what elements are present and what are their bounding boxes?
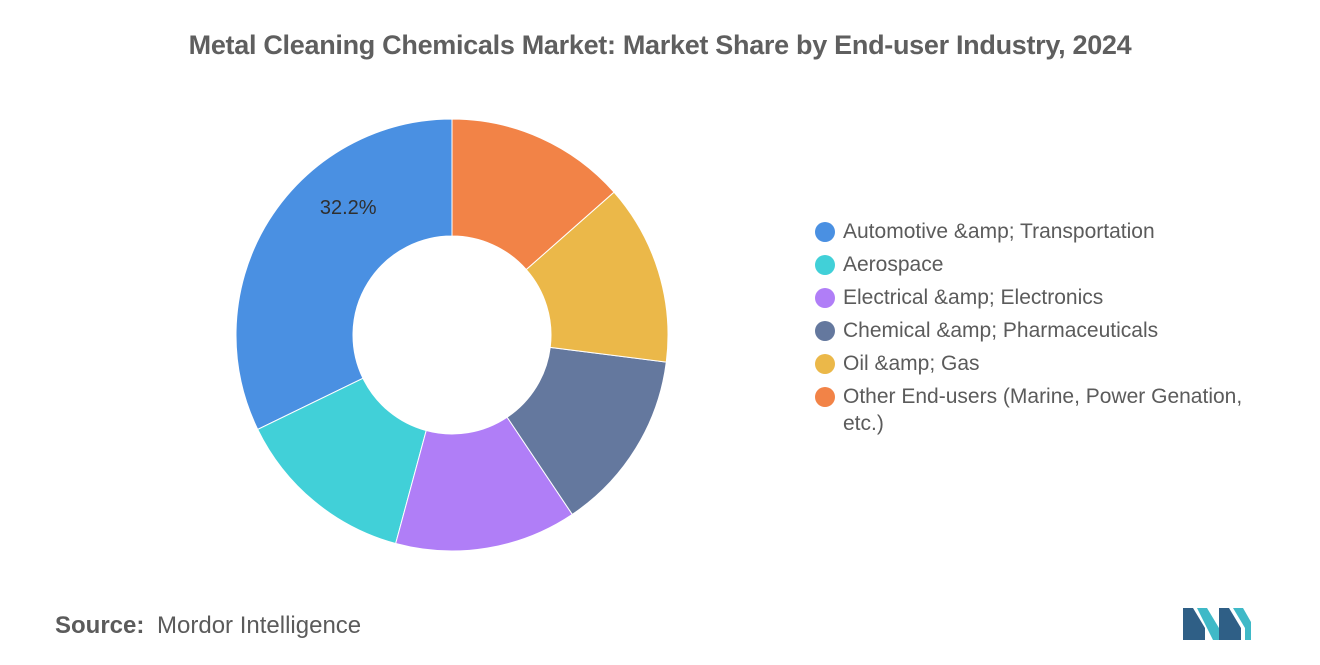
donut-slice-6 [451,118,615,271]
chart-title: Metal Cleaning Chemicals Market: Market … [188,30,1132,60]
legend-label: Automotive &amp; Transportation [843,220,1155,243]
legend-label: Other End-users (Marine, Power Genation,… [843,385,1243,435]
legend-item-3: Electrical &amp; Electronics [815,284,1285,311]
donut-slice-3 [395,416,573,552]
source-line: Source: Mordor Intelligence [55,612,361,640]
legend-swatch-icon [815,387,835,407]
legend-item-5: Oil &amp; Gas [815,350,1285,377]
donut-slice-1 [235,118,453,431]
legend-item-2: Aerospace [815,251,1285,278]
legend-swatch-icon [815,321,835,341]
chart-legend: Automotive &amp; Transportation Aerospace… [815,218,1285,443]
legend-swatch-icon [815,222,835,242]
donut-slice-4 [506,346,667,516]
mordor-intelligence-logo-icon [1183,608,1251,640]
legend-label: Aerospace [843,253,944,276]
legend-item-6: Other End-users (Marine, Power Genation,… [815,383,1285,437]
legend-swatch-icon [815,354,835,374]
legend-item-4: Chemical &amp; Pharmaceuticals [815,317,1285,344]
legend-label: Oil &amp; Gas [843,352,980,375]
source-label: Source: [55,612,145,639]
source-value: Mordor Intelligence [157,612,362,639]
legend-label: Chemical &amp; Pharmaceuticals [843,319,1159,342]
donut-slice-2 [257,377,427,545]
legend-swatch-icon [815,255,835,275]
data-label-1: 32.2% [320,197,377,219]
legend-label: Electrical &amp; Electronics [843,286,1104,309]
legend-item-1: Automotive &amp; Transportation [815,218,1285,245]
legend-swatch-icon [815,288,835,308]
